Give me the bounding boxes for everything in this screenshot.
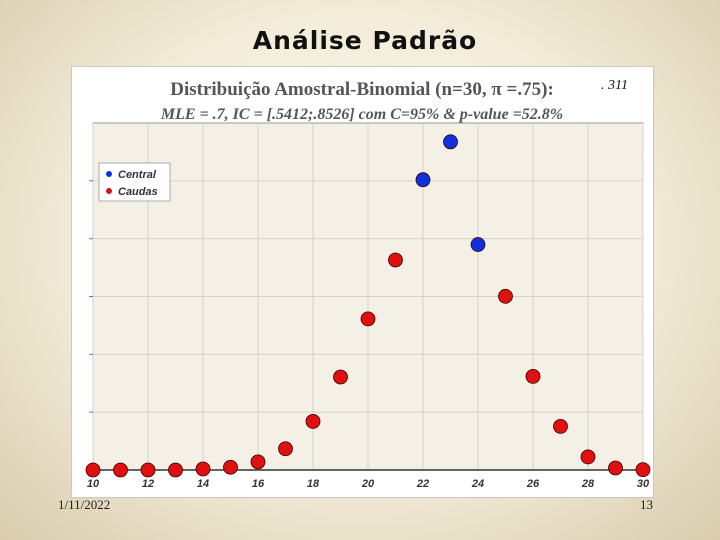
- x-tick-label: 10: [87, 478, 100, 490]
- chart-svg: Distribuição Amostral-Binomial (n=30, π …: [85, 79, 651, 490]
- x-tick-label: 14: [197, 478, 209, 490]
- data-point-caudas: [140, 462, 156, 478]
- data-point-central: [415, 172, 431, 188]
- data-point-caudas: [580, 449, 596, 465]
- x-tick-label: 28: [581, 478, 595, 490]
- chart-subtitle: MLE = .7, IC = [.5412;.8526] com C=95% &…: [160, 106, 563, 123]
- data-point-caudas: [85, 462, 101, 478]
- data-point-caudas: [278, 441, 293, 457]
- data-point-central: [443, 134, 458, 150]
- legend-label-central: Central: [118, 169, 157, 181]
- data-point-caudas: [360, 311, 376, 327]
- chart-panel: Distribuição Amostral-Binomial (n=30, π …: [71, 66, 654, 498]
- x-tick-label: 18: [307, 478, 320, 490]
- x-tick-label: 24: [471, 478, 484, 490]
- x-tick-label: 12: [142, 478, 154, 490]
- data-point-caudas: [223, 459, 238, 475]
- slide-number: 13: [640, 497, 653, 512]
- legend-marker-caudas: [106, 188, 112, 194]
- slide-date: 1/11/2022: [58, 497, 111, 512]
- legend-marker-central: [106, 171, 112, 177]
- chart-title: Distribuição Amostral-Binomial (n=30, π …: [170, 79, 554, 100]
- data-point-caudas: [305, 414, 321, 429]
- data-point-caudas: [525, 369, 541, 384]
- x-tick-label: 30: [637, 478, 650, 490]
- x-tick-label: 26: [526, 478, 540, 490]
- data-point-caudas: [168, 462, 183, 478]
- value-callout: . 311: [601, 78, 628, 93]
- data-point-caudas: [498, 288, 513, 304]
- data-point-central: [470, 237, 486, 252]
- data-point-caudas: [195, 461, 211, 477]
- slide-title: Análise Padrão: [252, 26, 478, 55]
- legend-box: [98, 162, 171, 202]
- data-point-caudas: [113, 462, 128, 478]
- x-tick-label: 22: [416, 478, 429, 490]
- x-tick-label: 20: [361, 478, 375, 490]
- data-point-caudas: [635, 462, 651, 478]
- data-point-caudas: [608, 460, 623, 476]
- data-point-caudas: [553, 418, 568, 434]
- legend-label-caudas: Caudas: [118, 186, 158, 198]
- x-tick-label: 16: [252, 478, 265, 490]
- plot-area: 10 12 14 16 18 20 22 24 26 28 30: [85, 122, 651, 490]
- legend: Central Caudas: [98, 162, 171, 202]
- data-point-caudas: [388, 252, 403, 268]
- data-point-caudas: [333, 369, 348, 385]
- data-point-caudas: [250, 454, 266, 470]
